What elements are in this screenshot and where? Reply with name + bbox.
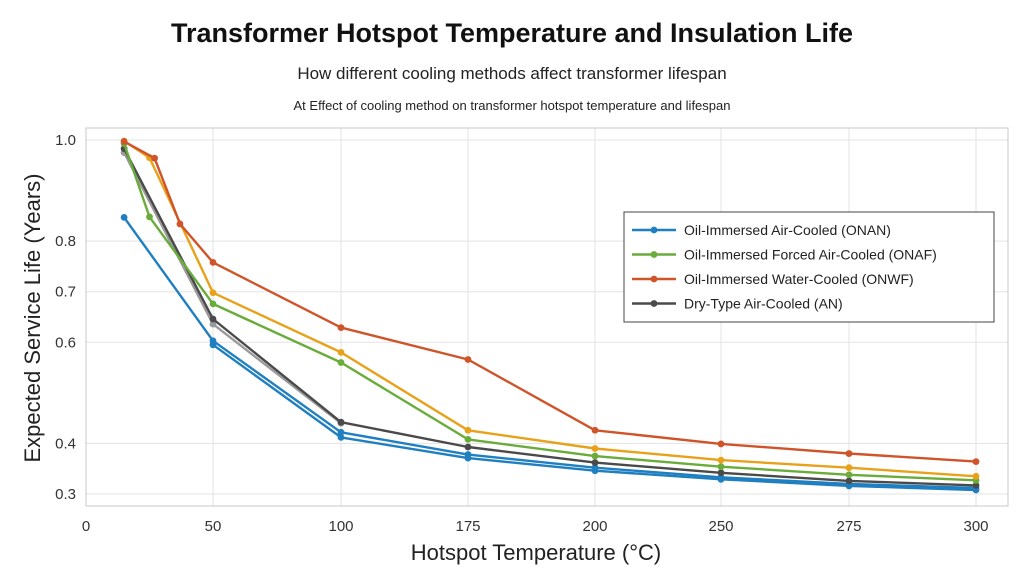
onan-series-point [337,428,345,436]
orange-trace-point [717,456,725,464]
blue-trace-point [337,433,345,441]
an-series-point [591,459,599,467]
onwf-series-point [591,426,599,434]
an-series-point [972,482,980,489]
x-tick-label: 250 [708,518,733,535]
onwf-series-line [123,140,977,463]
y-tick-label: 0.7 [55,284,76,301]
legend-label: Oil-Immersed Water-Cooled (ONWF) [684,271,914,287]
onan-series-line [123,216,977,490]
orange-trace-point [464,426,472,434]
x-tick-label: 275 [836,518,861,535]
orange-trace-point [845,464,853,472]
onaf-series-point [717,463,725,471]
grey-trace-line [123,152,342,425]
x-axis: 0 50 100 175 200 250 275 300 [82,518,989,535]
x-tick-label: 175 [455,518,480,535]
y-tick-label: 1.0 [55,132,76,149]
onaf-series-point [337,359,345,366]
onwf-series-point [972,458,980,466]
y-tick-label: 0.6 [55,334,76,351]
onan-series-point [209,337,217,345]
onaf-series-point [464,435,472,443]
y-tick-label: 0.8 [55,233,76,250]
onaf-series-point [209,300,217,308]
orange-trace-point [591,445,599,452]
legend-marker [650,226,658,234]
onwf-series-point [209,258,217,266]
chart-subtitle: How different cooling methods affect tra… [297,64,727,83]
legend: Oil-Immersed Air-Cooled (ONAN) Oil-Immers… [623,211,995,323]
x-tick-label: 0 [82,518,90,535]
an-series-point [717,469,725,477]
onaf-series-point [591,452,599,460]
y-tick-label: 0.4 [55,435,76,452]
orange-trace-point [209,289,217,297]
chart-caption: At Effect of cooling method on transform… [293,98,731,113]
an-series-point [337,418,345,426]
y-axis-title: Expected Service Life (Years) [20,174,45,463]
onwf-series-point [464,356,472,363]
legend-marker [650,275,658,283]
onan-series-point [464,451,472,458]
x-tick-label: 300 [963,518,988,535]
x-tick-label: 100 [328,518,353,535]
onwf-series-point [176,220,184,228]
y-tick-label: 0.3 [55,486,76,503]
legend-label: Oil-Immersed Air-Cooled (ONAN) [684,222,891,238]
x-tick-label: 50 [205,518,222,535]
onaf-series-point [146,213,153,221]
legend-marker [650,300,658,307]
series-lines [120,137,980,494]
onaf-series-point [845,471,853,479]
an-series-point [209,315,217,323]
onwf-series-point [717,440,725,448]
x-tick-label: 200 [582,518,607,535]
an-series-point [845,477,853,485]
onan-series-point [591,464,599,472]
an-series-point [464,443,472,451]
legend-label: Dry-Type Air-Cooled (AN) [684,296,843,312]
legend-box [623,211,995,323]
legend-label: Oil-Immersed Forced Air-Cooled (ONAF) [684,247,937,263]
orange-trace-point [972,472,980,480]
chart-title: Transformer Hotspot Temperature and Insu… [170,18,854,48]
legend-marker [650,251,658,258]
x-axis-title: Hotspot Temperature (°C) [411,540,662,565]
onwf-series-point [337,324,345,332]
orange-trace-point [337,349,345,356]
onwf-series-point [845,450,853,457]
y-axis: 0.3 0.4 0.6 0.7 0.8 1.0 [55,132,76,503]
plot-area [85,127,1009,507]
onan-series-point [120,213,128,221]
onwf-series-point [120,138,128,145]
an-series-line [123,148,977,487]
onwf-series-point [151,154,158,162]
grey-trace-point [209,320,217,328]
